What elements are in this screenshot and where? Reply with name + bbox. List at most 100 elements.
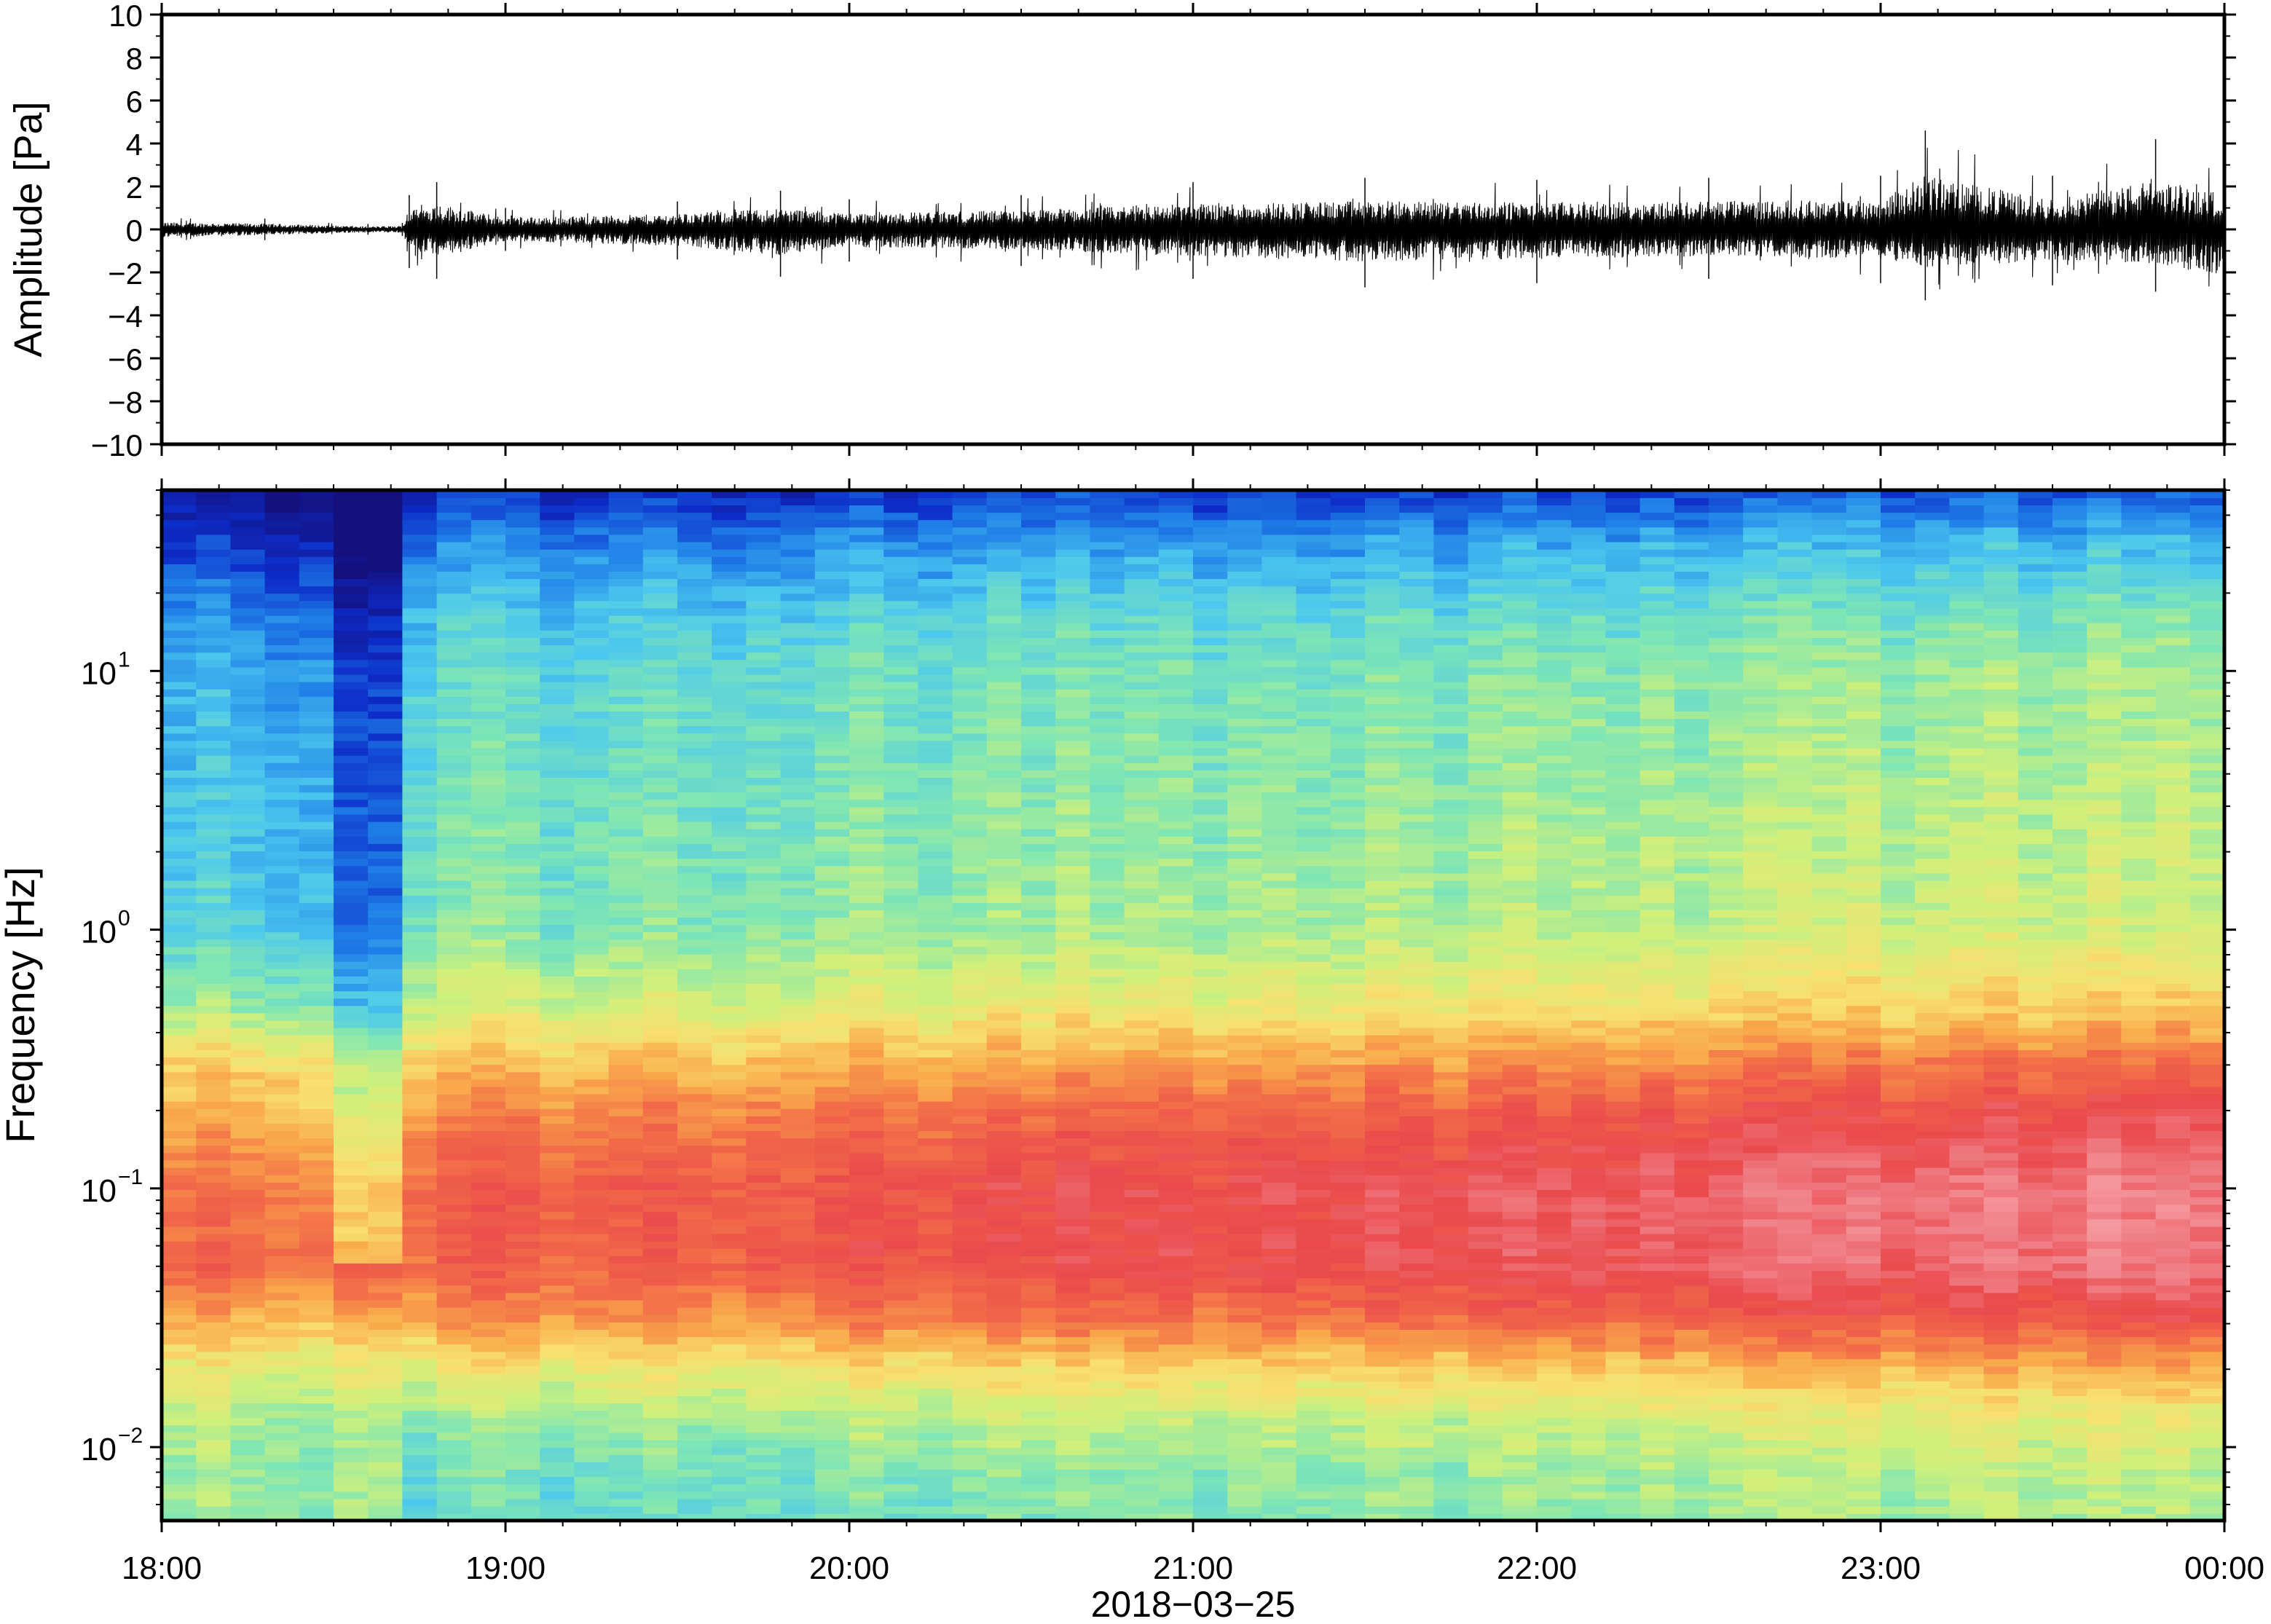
spectrogram-cell	[677, 1100, 712, 1109]
spectrogram-cell	[334, 777, 369, 786]
spectrogram-cell	[986, 711, 1022, 720]
spectrogram-cell	[1021, 1306, 1056, 1315]
spectrogram-cell	[436, 953, 472, 962]
spectrogram-cell	[436, 718, 472, 727]
spectrogram-cell	[1055, 1248, 1091, 1256]
spectrogram-cell	[642, 1446, 678, 1455]
spectrogram-cell	[436, 792, 472, 800]
spectrogram-cell	[1158, 1100, 1194, 1109]
spectrogram-cell	[780, 1424, 816, 1433]
spectrogram-cell	[1296, 1358, 1331, 1367]
spectrogram-cell	[162, 688, 197, 697]
spectrogram-cell	[1227, 564, 1263, 572]
spectrogram-cell	[334, 1292, 369, 1301]
spectrogram-cell	[334, 1344, 369, 1352]
spectrogram-cell	[1021, 1314, 1056, 1323]
spectrogram-cell	[746, 1093, 782, 1102]
spectrogram-cell	[1090, 983, 1125, 992]
spectrogram-cell	[540, 1498, 575, 1507]
spectrogram-cell	[299, 953, 334, 962]
spectrogram-cell	[471, 784, 506, 793]
spectrogram-cell	[402, 1395, 438, 1404]
spectrogram-cell	[1158, 821, 1194, 829]
spectrogram-cell	[918, 1336, 953, 1345]
spectrogram-cell	[780, 799, 816, 808]
spectrogram-cell	[196, 1381, 232, 1389]
spectrogram-cell	[746, 1086, 782, 1095]
spectrogram-cell	[918, 1020, 953, 1028]
spectrogram-cell	[299, 1344, 334, 1352]
spectrogram-cell	[436, 1233, 472, 1242]
spectrogram-cell	[712, 1108, 747, 1116]
spectrogram-cell	[677, 976, 712, 984]
spectrogram-cell	[1158, 813, 1194, 822]
spectrogram-cell	[746, 688, 782, 697]
spectrogram-cell	[883, 1358, 919, 1367]
spectrogram-cell	[952, 784, 988, 793]
spectrogram-cell	[1262, 1344, 1297, 1352]
spectrogram-cell	[746, 1042, 782, 1050]
spectrogram-cell	[1193, 630, 1228, 638]
spectrogram-cell	[1021, 828, 1056, 837]
spectrogram-cell	[918, 1417, 953, 1426]
spectrogram-cell	[952, 998, 988, 1006]
spectrogram-cell	[264, 990, 300, 999]
spectrogram-cell	[264, 880, 300, 888]
spectrogram-cell	[540, 1005, 575, 1014]
spectrogram-cell	[1262, 659, 1297, 668]
spectrogram-cell	[642, 1256, 678, 1264]
spectrogram-cell	[712, 711, 747, 720]
spectrogram-cell	[849, 858, 884, 867]
spectrogram-cell	[1055, 998, 1091, 1006]
spectrogram-cell	[1124, 548, 1160, 557]
spectrogram-cell	[1296, 998, 1331, 1006]
spectrogram-cell	[814, 1336, 850, 1345]
spectrogram-cell	[436, 1299, 472, 1308]
spectrogram-cell	[230, 630, 266, 638]
spectrogram-cell	[162, 1152, 197, 1161]
spectrogram-cell	[986, 1130, 1022, 1139]
spectrogram-cell	[952, 1233, 988, 1242]
spectrogram-cell	[162, 1263, 197, 1272]
spectrogram-cell	[1193, 1314, 1228, 1323]
spectrogram-cell	[1330, 917, 1366, 926]
spectrogram-cell	[162, 1123, 197, 1132]
spectrogram-cell	[471, 894, 506, 903]
spectrogram-cell	[608, 541, 644, 550]
spectrogram-cell	[712, 527, 747, 535]
spectrogram-cell	[196, 1020, 232, 1028]
spectrogram-cell	[334, 1476, 369, 1485]
spectrogram-cell	[1296, 1285, 1331, 1293]
spectrogram-cell	[849, 1322, 884, 1330]
spectrogram-cell	[746, 872, 782, 881]
spectrogram-cell	[1090, 762, 1125, 770]
spectrogram-cell	[162, 1197, 197, 1205]
spectrogram-cell	[883, 666, 919, 675]
spectrogram-cell	[1090, 1498, 1125, 1507]
spectrogram-cell	[505, 512, 540, 521]
spectrogram-cell	[402, 858, 438, 867]
spectrogram-cell	[1296, 1446, 1331, 1455]
spectrogram-cell	[334, 1439, 369, 1448]
spectrogram-cell	[471, 711, 506, 720]
spectrogram-cell	[264, 1491, 300, 1499]
spectrogram-cell	[780, 865, 816, 874]
spectrogram-cell	[1021, 512, 1056, 521]
spectrogram-cell	[162, 792, 197, 800]
spectrogram-cell	[505, 1175, 540, 1183]
spectrogram-cell	[780, 1159, 816, 1168]
spectrogram-cell	[883, 1446, 919, 1455]
spectrogram-cell	[1124, 872, 1160, 881]
spectrogram-cell	[402, 1049, 438, 1057]
spectrogram-cell	[1124, 1226, 1160, 1234]
spectrogram-cell	[1055, 1462, 1091, 1470]
spectrogram-cell	[677, 1299, 712, 1308]
spectrogram-cell	[608, 1417, 644, 1426]
spectrogram-cell	[230, 1381, 266, 1389]
spectrogram-cell	[677, 998, 712, 1006]
spectrogram-cell	[334, 799, 369, 808]
spectrogram-cell	[230, 527, 266, 535]
spectrogram-cell	[1124, 858, 1160, 867]
spectrogram-cell	[1262, 541, 1297, 550]
spectrogram-cell	[608, 1263, 644, 1272]
